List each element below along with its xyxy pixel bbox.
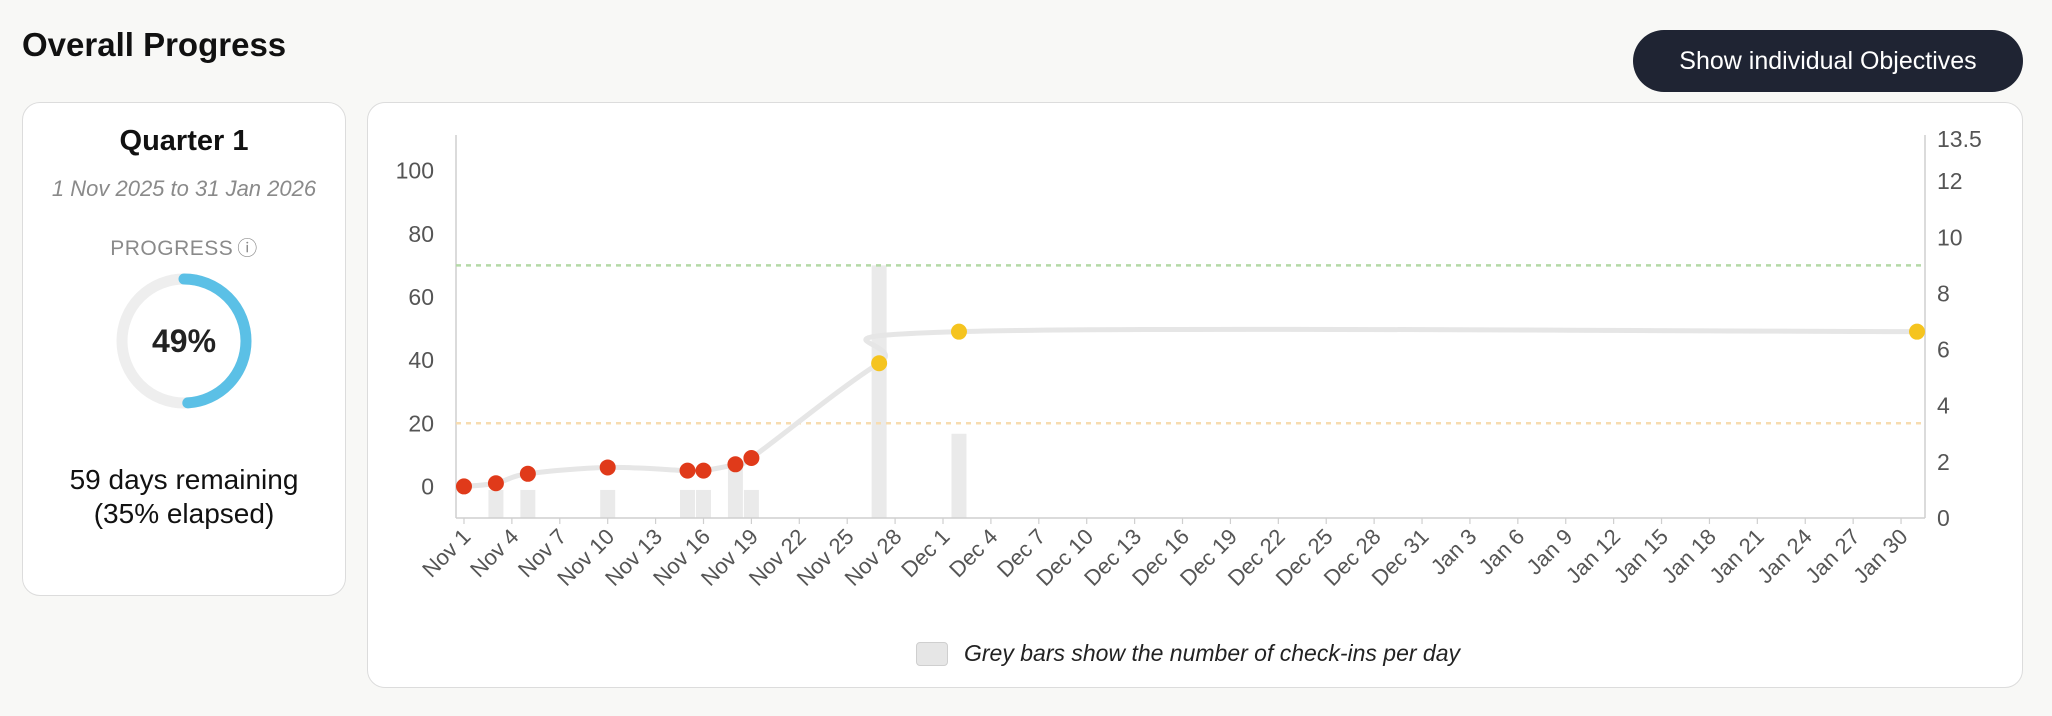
days-remaining-text: 59 days remaining [69,464,299,495]
checkin-point [695,462,712,479]
y-right-tick-label: 8 [1937,280,1950,306]
checkin-bar [871,265,887,518]
checkin-point [519,465,536,482]
progress-ring-graphic [116,273,252,409]
legend-swatch [916,641,948,666]
y-right-tick-label: 12 [1937,168,1963,194]
checkin-point [743,449,760,466]
progress-label-row: PROGRESS ⓘ [23,232,345,261]
progress-ring: 49% [114,271,254,411]
y-left-tick-label: 40 [408,347,434,373]
y-right-tick-label: 4 [1937,393,1950,419]
checkin-point [727,456,744,473]
checkin-bar [680,489,696,518]
x-tick-label: Nov 1 [417,524,475,582]
progress-chart-card: 0 20 40 60 80 100 0 2 4 6 8 10 12 13.5 Nov 1 Nov 4 Nov 7… [367,102,2023,688]
y-right-tick-label: 0 [1937,505,1950,531]
checkin-point [871,355,888,372]
progress-label: PROGRESS [110,237,234,260]
x-tick-label: Nov 4 [465,524,523,582]
progress-ring-fill [116,273,252,409]
info-icon[interactable]: ⓘ [237,238,258,260]
checkin-bar [743,489,759,518]
checkin-bar [600,489,616,518]
checkin-point [679,462,696,479]
quarter-summary-card: Quarter 1 1 Nov 2025 to 31 Jan 2026 PROG… [22,102,346,596]
legend-text: Grey bars show the number of check-ins p… [964,640,1461,666]
page-title: Overall Progress [22,26,287,63]
checkin-bar [727,461,743,518]
y-right-tick-label: 2 [1937,449,1950,475]
quarter-date-range: 1 Nov 2025 to 31 Jan 2026 [51,176,317,201]
y-left-tick-label: 20 [408,410,434,436]
checkin-bar [488,489,504,518]
y-left-tick-label: 80 [408,221,434,247]
show-individual-objectives-button[interactable]: Show individual Objectives [1633,30,2023,92]
checkin-point [599,459,616,476]
y-left-tick-label: 100 [396,158,434,184]
chart-legend: Grey bars show the number of check-ins p… [916,640,1460,667]
x-tick-label: Jan 3 [1426,524,1482,580]
days-remaining: 59 days remaining (35% elapsed) [23,463,345,531]
checkin-point [487,475,504,492]
x-tick-label: Jan 30 [1848,524,1912,588]
quarter-title: Quarter 1 [119,125,249,157]
y-right-tick-label: 13.5 [1937,126,1982,152]
checkin-bar [951,433,967,518]
checkin-point [455,478,472,495]
x-tick-label: Jan 6 [1474,524,1530,580]
progress-percent: 49% [151,323,217,359]
y-left-tick-label: 60 [408,284,434,310]
checkin-point [950,323,967,340]
checkin-point [1909,323,1926,340]
y-right-tick-label: 6 [1937,337,1950,363]
x-tick-label: Dec 1 [896,524,954,582]
progress-line [463,326,1918,489]
checkin-bar [695,489,711,518]
checkin-bar [520,489,536,518]
x-tick-label: Dec 4 [944,524,1002,582]
y-left-tick-label: 0 [421,473,434,499]
elapsed-text: (35% elapsed) [93,498,275,529]
y-right-tick-label: 10 [1937,224,1963,250]
